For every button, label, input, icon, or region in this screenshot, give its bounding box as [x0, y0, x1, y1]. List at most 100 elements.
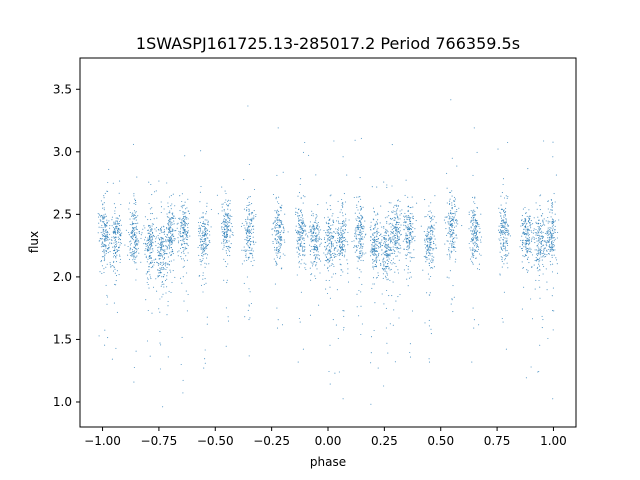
data-point [504, 212, 506, 214]
data-point [299, 254, 301, 256]
data-point [428, 238, 430, 240]
data-point [330, 264, 332, 266]
data-point [454, 200, 456, 202]
data-point [313, 234, 315, 237]
data-point [342, 221, 344, 223]
data-point [298, 260, 300, 262]
data-point [301, 237, 303, 239]
data-point [434, 228, 436, 230]
data-point [391, 232, 393, 234]
data-point [163, 257, 166, 259]
data-point [361, 246, 363, 248]
data-point [168, 212, 170, 214]
data-point [117, 229, 119, 231]
data-point [379, 242, 381, 244]
data-point [448, 218, 450, 220]
data-point [245, 219, 247, 221]
data-point [314, 240, 316, 242]
data-point [222, 203, 224, 205]
data-point [548, 238, 550, 240]
data-point [172, 193, 174, 195]
data-point [178, 233, 180, 235]
data-point [105, 236, 107, 238]
data-point [427, 214, 429, 216]
data-point [336, 231, 338, 233]
data-point [152, 242, 154, 244]
data-point [454, 261, 456, 263]
data-point [228, 245, 230, 247]
data-point [102, 227, 104, 229]
data-point [277, 219, 279, 221]
data-point [339, 263, 341, 265]
data-point [169, 217, 171, 219]
data-point [406, 216, 408, 218]
data-point [305, 263, 307, 265]
data-point [344, 225, 347, 227]
data-point [550, 264, 552, 266]
data-point [333, 249, 335, 251]
data-point [186, 272, 188, 274]
data-point [409, 271, 411, 273]
data-point [276, 223, 278, 225]
data-point [135, 262, 137, 264]
data-point [339, 250, 341, 252]
data-point [179, 236, 182, 238]
data-point [150, 261, 152, 264]
data-point [149, 208, 151, 210]
data-point [226, 282, 228, 284]
data-point [114, 229, 116, 231]
data-point [393, 234, 395, 236]
data-point [119, 241, 121, 244]
data-point [431, 237, 433, 239]
data-point [174, 238, 176, 240]
data-point [244, 229, 247, 231]
data-point [159, 238, 161, 240]
data-point [428, 278, 430, 280]
data-point [430, 333, 432, 335]
data-point [319, 243, 321, 245]
data-point [128, 208, 130, 210]
data-point [161, 231, 163, 233]
data-point [298, 226, 300, 228]
data-point [243, 260, 245, 262]
data-point [165, 253, 167, 255]
data-point [201, 238, 203, 240]
data-point [131, 235, 133, 237]
data-point [276, 239, 278, 241]
data-point [170, 230, 173, 232]
data-point [409, 252, 411, 254]
data-point [157, 242, 159, 244]
data-point [160, 244, 162, 246]
data-point [452, 237, 455, 239]
data-point [107, 232, 109, 234]
data-point [283, 239, 285, 241]
data-point [381, 239, 383, 241]
data-point [520, 248, 523, 250]
data-point [135, 238, 137, 241]
data-point [163, 251, 165, 253]
data-point [537, 371, 539, 373]
data-point [149, 226, 152, 228]
data-point [409, 207, 411, 209]
data-point [552, 222, 554, 224]
data-point [159, 243, 161, 246]
data-point [328, 249, 330, 251]
data-point [103, 235, 105, 237]
data-point [344, 254, 346, 256]
data-point [536, 208, 538, 210]
data-point [373, 329, 375, 332]
data-point [341, 212, 344, 214]
data-point [115, 223, 117, 225]
data-point [136, 240, 138, 242]
data-point [135, 216, 137, 218]
data-point [306, 235, 309, 237]
data-point [380, 246, 382, 248]
data-point [157, 269, 159, 271]
data-point [166, 246, 169, 248]
data-point [508, 232, 510, 234]
data-point [243, 208, 245, 210]
data-point [471, 231, 474, 233]
data-point [455, 222, 458, 224]
data-point [551, 250, 553, 252]
data-point [170, 224, 172, 226]
